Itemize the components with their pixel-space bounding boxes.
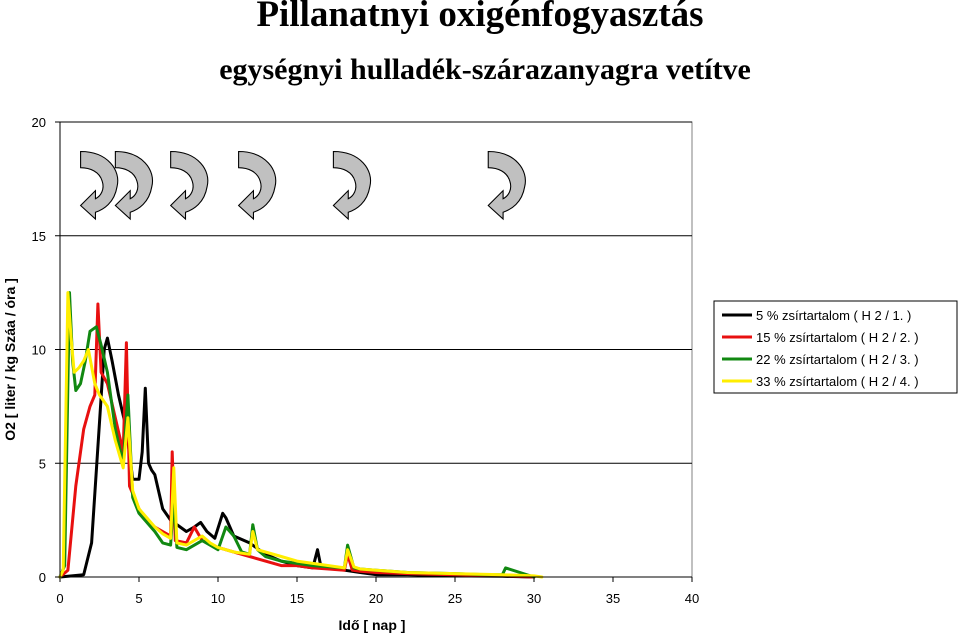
legend-label: 15 % zsírtartalom ( H 2 / 2. ) [756, 330, 919, 345]
y-axis-label: O2 [ liter / kg Száa / óra ] [2, 278, 18, 441]
y-tick-label: 20 [32, 115, 46, 130]
legend-label: 5 % zsírtartalom ( H 2 / 1. ) [756, 308, 911, 323]
y-tick-label: 0 [39, 570, 46, 585]
curved-arrow-shape [332, 150, 372, 221]
curved-arrow-shape [169, 150, 209, 221]
curved-arrow-icon [332, 150, 372, 221]
curved-arrow-icon [114, 150, 154, 221]
axes: 0 5 10 15 20 25 30 35 40 0 5 10 15 20 Idő [ nap ] O2 [ … [2, 115, 699, 633]
y-tick-label: 5 [39, 456, 46, 471]
curved-arrow-shape [79, 150, 119, 221]
curved-arrow-icon [79, 150, 119, 221]
y-tick-label: 10 [32, 343, 46, 358]
x-tick-label: 0 [56, 591, 63, 606]
gridlines [60, 121, 692, 464]
chart-subtitle: egységnyi hulladék-szárazanyagra vetítve [219, 53, 751, 86]
curved-arrow-icon [169, 150, 209, 221]
x-axis-label: Idő [ nap ] [339, 617, 406, 633]
x-tick-label: 40 [685, 591, 699, 606]
x-tick-label: 30 [527, 591, 541, 606]
chart-title: Pillanatnyi oxigénfogyasztás [256, 0, 704, 35]
legend-label: 22 % zsírtartalom ( H 2 / 3. ) [756, 352, 919, 367]
y-tick-label: 15 [32, 229, 46, 244]
curved-arrow-shape [237, 150, 277, 221]
x-tick-label: 35 [606, 591, 620, 606]
x-tick-label: 15 [290, 591, 304, 606]
x-tick-label: 20 [369, 591, 383, 606]
series-layer [58, 291, 544, 579]
curved-arrow-shape [487, 150, 526, 221]
x-tick-label: 25 [448, 591, 462, 606]
curved-arrow-icon [237, 150, 277, 221]
legend-label: 33 % zsírtartalom ( H 2 / 4. ) [756, 374, 919, 389]
curved-arrow-shape [114, 150, 154, 221]
annotation-arrows [79, 150, 526, 221]
x-tick-label: 10 [211, 591, 225, 606]
legend-box [713, 300, 958, 394]
legend: 5 % zsírtartalom ( H 2 / 1. ) 15 % zsírta… [713, 300, 958, 394]
x-tick-label: 5 [135, 591, 142, 606]
series-line-4 [58, 291, 544, 579]
curved-arrow-icon [487, 150, 526, 221]
